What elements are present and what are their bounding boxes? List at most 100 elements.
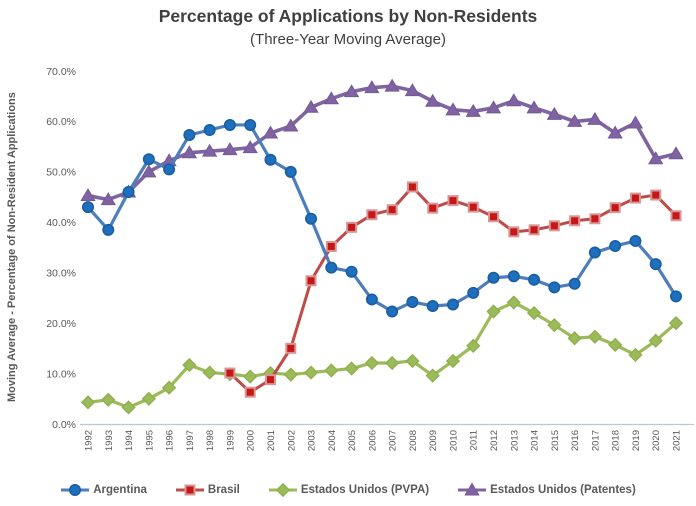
data-point-marker (487, 271, 500, 284)
series-brasil (224, 181, 682, 398)
y-tick-label: 0.0% (52, 419, 76, 431)
data-point-marker (566, 113, 583, 127)
data-point-marker (445, 102, 461, 116)
data-point-marker (446, 298, 459, 311)
series-line-estados-unidos-patentes (86, 84, 678, 202)
data-point-marker (264, 153, 277, 166)
series-line-argentina (86, 123, 678, 314)
data-point-marker (345, 265, 358, 278)
data-point-marker (507, 270, 520, 283)
y-tick-label: 10.0% (46, 368, 76, 380)
data-point-marker (283, 118, 299, 132)
data-point-marker (650, 189, 662, 201)
data-point-marker (425, 368, 440, 383)
data-point-marker (101, 392, 116, 407)
data-point-marker (223, 118, 236, 131)
data-point-marker (224, 367, 236, 379)
x-tick-label: 2019 (631, 430, 642, 451)
data-point-marker (447, 195, 459, 207)
data-point-marker (506, 295, 521, 310)
data-point-marker (608, 337, 623, 352)
x-tick-label: 1995 (144, 430, 155, 451)
data-point-marker (325, 261, 338, 274)
x-tick-label: 2020 (651, 430, 662, 451)
data-point-marker (546, 106, 562, 120)
data-point-marker (627, 115, 644, 129)
data-point-marker (244, 118, 257, 131)
data-point-marker (141, 391, 156, 406)
data-point-marker (386, 204, 398, 216)
x-tick-label: 2000 (246, 430, 257, 451)
y-tick-label: 60.0% (46, 116, 76, 128)
series-estados-unidos-pvpa (80, 295, 684, 415)
data-point-marker (203, 124, 216, 137)
data-point-marker (364, 80, 380, 94)
data-point-marker (526, 305, 542, 321)
x-tick-label: 2006 (367, 430, 378, 451)
data-point-marker (243, 369, 258, 384)
data-point-marker (82, 201, 95, 214)
data-point-marker (466, 338, 481, 353)
x-tick-label: 2015 (550, 430, 561, 451)
data-point-marker (184, 484, 196, 496)
legend-marker-diamond-icon (268, 482, 297, 498)
data-point-marker (670, 210, 682, 222)
data-point-marker (406, 181, 418, 193)
data-point-marker (406, 295, 419, 308)
x-tick-label: 2008 (408, 430, 419, 451)
y-tick-label: 40.0% (46, 217, 76, 229)
x-tick-label: 2018 (611, 430, 622, 451)
y-tick-label: 30.0% (46, 268, 76, 280)
legend-item-estados-unidos-pvpa: Estados Unidos (PVPA) (268, 482, 429, 498)
data-point-marker (629, 234, 642, 247)
chart-subtitle: (Three-Year Moving Average) (250, 31, 446, 48)
x-tick-label: 2013 (509, 430, 520, 451)
x-tick-label: 2012 (489, 430, 500, 451)
data-point-marker (161, 380, 177, 395)
x-tick-label: 2016 (570, 430, 581, 451)
data-point-marker (609, 239, 622, 252)
data-point-marker (648, 151, 664, 165)
x-tick-label: 2002 (286, 430, 297, 451)
x-tick-label: 2005 (347, 430, 358, 451)
data-point-marker (567, 331, 582, 346)
data-point-marker (506, 93, 522, 107)
data-point-marker (121, 400, 136, 415)
data-point-marker (467, 201, 479, 213)
data-point-marker (508, 226, 520, 238)
data-point-marker (163, 163, 176, 176)
data-point-marker (528, 224, 540, 236)
data-point-marker (141, 164, 157, 178)
data-point-marker (366, 209, 378, 221)
legend-marker-square-icon (175, 484, 204, 496)
data-point-marker (445, 353, 461, 369)
data-point-marker (69, 484, 82, 496)
data-point-marker (629, 192, 641, 204)
x-tick-label: 2017 (590, 430, 601, 451)
data-point-marker (426, 299, 439, 312)
data-point-marker (589, 213, 601, 225)
data-point-marker (486, 304, 501, 319)
data-point-marker (404, 83, 421, 97)
data-point-marker (385, 355, 400, 371)
data-point-marker (202, 143, 218, 157)
data-point-marker (548, 281, 561, 294)
data-point-marker (365, 293, 378, 306)
data-point-marker (264, 374, 276, 386)
data-point-marker (325, 240, 337, 252)
data-point-marker (343, 84, 360, 98)
data-point-marker (587, 111, 603, 125)
data-point-marker (465, 103, 481, 117)
x-tick-label: 2021 (672, 430, 683, 451)
x-tick-label: 2001 (266, 430, 277, 451)
chart-legend: Argentina Brasil Estados Unidos (PVPA) Esta… (0, 482, 696, 498)
data-point-marker (202, 365, 217, 380)
data-point-marker (181, 145, 198, 159)
legend-label: Estados Unidos (PVPA) (300, 484, 430, 496)
data-point-marker (344, 361, 359, 376)
legend-item-argentina: Argentina (60, 482, 147, 498)
data-point-marker (323, 91, 339, 105)
legend-item-brasil: Brasil (175, 482, 240, 498)
data-point-marker (262, 125, 279, 139)
legend-label: Argentina (93, 484, 147, 496)
